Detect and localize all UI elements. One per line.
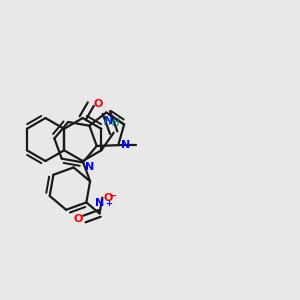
Text: O: O [93,99,103,109]
Text: N: N [104,116,113,126]
Text: O: O [104,193,113,202]
Text: O: O [74,214,83,224]
Text: H: H [103,117,111,127]
Text: −: − [109,191,117,201]
Text: H: H [112,118,119,128]
Text: N: N [95,198,104,208]
Text: +: + [105,199,112,208]
Text: N: N [121,140,130,150]
Text: N: N [85,162,94,172]
